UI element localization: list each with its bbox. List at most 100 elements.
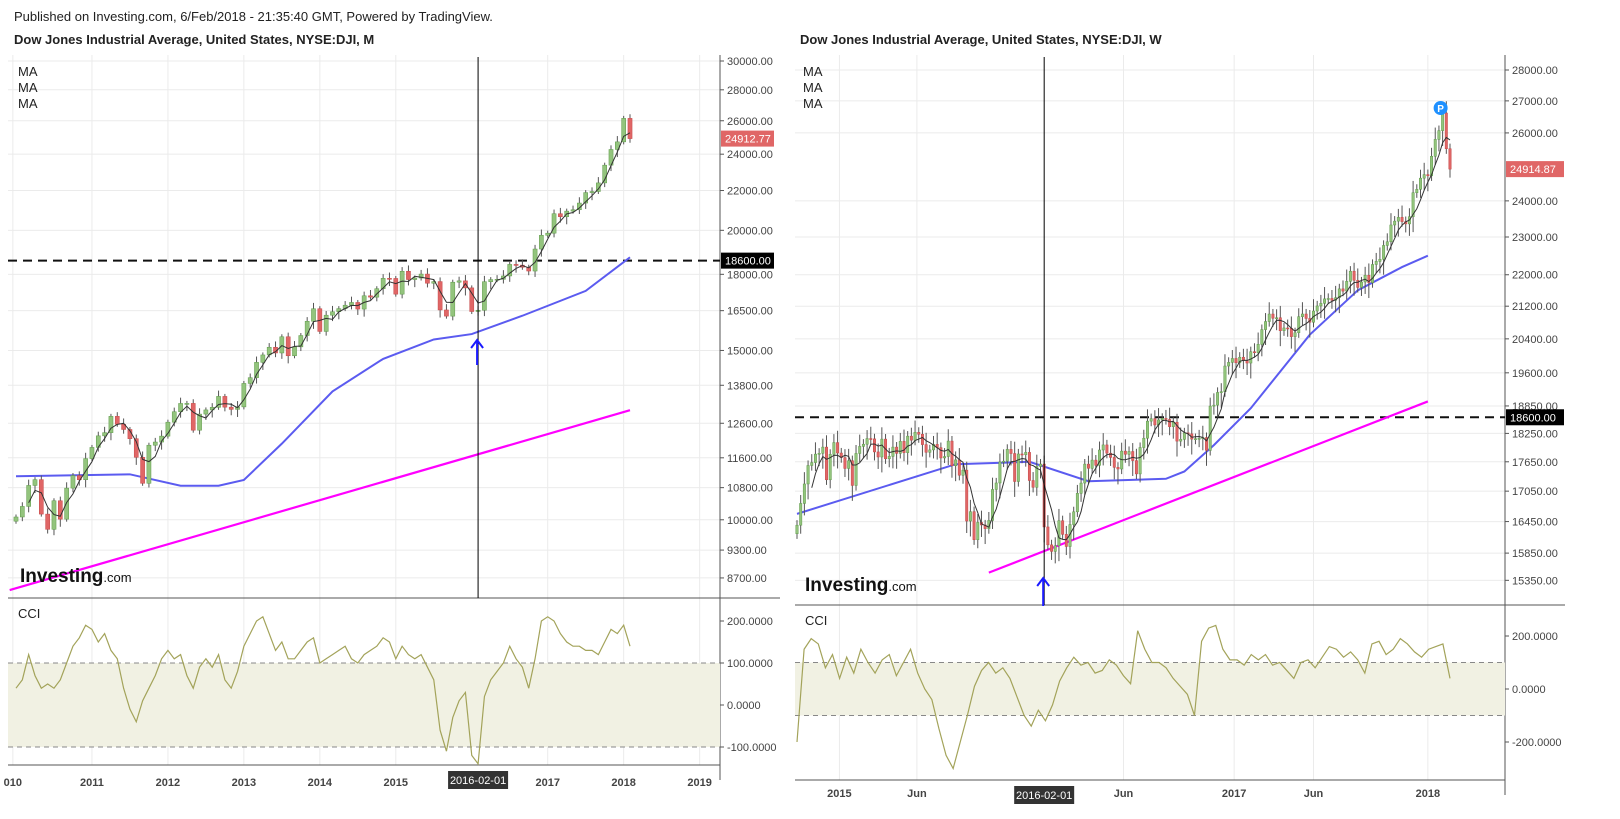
candle-up <box>806 465 810 485</box>
cci-line <box>796 624 1451 771</box>
candle-up <box>1326 298 1330 300</box>
candle-up <box>380 278 386 289</box>
candle-up <box>928 449 932 453</box>
cursor-date-badge <box>448 771 509 789</box>
candle-up <box>976 522 980 540</box>
candle-up <box>1437 130 1441 140</box>
price-tick-label: 22000.00 <box>727 186 773 198</box>
candle-down <box>114 416 120 425</box>
hline-price-label: 18600.00 <box>1510 412 1556 424</box>
candle-up <box>1024 452 1028 455</box>
candle-up <box>1005 449 1009 462</box>
candle-up <box>1415 189 1419 193</box>
candle-up <box>1002 460 1006 463</box>
price-tick-label: 21200.00 <box>1512 301 1558 313</box>
price-tick-label: 17050.00 <box>1512 486 1558 498</box>
candle-down <box>368 295 373 298</box>
cci-tick-label: 200.0000 <box>1512 631 1558 643</box>
candle-down <box>190 403 196 431</box>
candle-up <box>821 446 825 454</box>
candle-down <box>469 287 475 312</box>
candle-up <box>399 270 405 295</box>
candle-up <box>1212 404 1216 407</box>
candle-up <box>1179 439 1183 442</box>
candle-up <box>1260 329 1264 345</box>
candle-down <box>1020 453 1024 456</box>
candle-up <box>802 483 806 504</box>
candle-up <box>1053 545 1057 552</box>
price-tick-label: 17650.00 <box>1512 457 1558 469</box>
candle-up <box>83 458 88 481</box>
candle-up <box>1146 420 1149 439</box>
candle-down <box>393 278 399 295</box>
candle-up <box>1385 241 1389 246</box>
candle-up <box>1441 112 1445 131</box>
candle-down <box>873 438 876 453</box>
candle-up <box>146 444 152 484</box>
cci-tick-label: -200.0000 <box>1512 737 1562 749</box>
time-tick-label: Jun <box>1304 788 1324 800</box>
candle-down <box>1271 313 1275 319</box>
candle-up <box>865 438 869 445</box>
candle-down <box>909 435 913 441</box>
candle-up <box>1389 224 1393 243</box>
candle-up <box>1223 365 1227 392</box>
candle-up <box>813 453 817 463</box>
candle-up <box>1149 418 1153 422</box>
candle-down <box>876 451 880 458</box>
candle-down <box>939 447 943 459</box>
candle-up <box>247 377 253 384</box>
price-tick-label: 8700.00 <box>727 573 767 585</box>
candle-up <box>254 362 259 378</box>
candle-up <box>1323 298 1327 304</box>
candles <box>13 114 633 536</box>
candle-down <box>902 441 906 453</box>
candle-up <box>847 460 851 469</box>
hline-price-label: 18600.00 <box>725 256 771 268</box>
candle-down <box>1286 327 1290 330</box>
candle-up <box>171 411 177 423</box>
candle-down <box>957 459 961 476</box>
chart-panel-weekly: 28000.00 27000.00 26000.00 24000.00 23000.00… <box>795 55 1565 804</box>
candle-up <box>1216 392 1220 406</box>
time-tick-label: 2019 <box>687 777 711 789</box>
candle-down <box>1013 453 1017 482</box>
candle-up <box>795 524 799 534</box>
candle-up <box>279 336 285 354</box>
price-tick-label: 26000.00 <box>1512 128 1558 140</box>
candle-down <box>965 469 969 522</box>
candle-down <box>437 281 443 311</box>
cci-tick-label: 100.0000 <box>727 658 773 670</box>
candle-up <box>1378 259 1382 262</box>
candle-down <box>1448 148 1452 170</box>
candle-down <box>972 511 976 540</box>
candle-up <box>887 456 891 460</box>
candle-up <box>1393 220 1397 226</box>
ma-legend-label: MA <box>803 64 823 79</box>
candle-up <box>32 479 38 486</box>
candle-up <box>1227 362 1231 367</box>
ma-fast-line <box>811 136 1451 541</box>
candle-down <box>228 406 234 410</box>
candle-down <box>1164 418 1168 420</box>
candle-up <box>1348 270 1352 282</box>
price-tick-label: 16500.00 <box>727 306 773 318</box>
candle-down <box>1400 217 1404 222</box>
candle-down <box>1009 449 1013 454</box>
ma-legend-label: MA <box>18 96 38 111</box>
candle-up <box>943 456 947 459</box>
candle-down <box>1367 274 1371 283</box>
candle-up <box>203 409 209 415</box>
candle-up <box>1098 449 1101 466</box>
candle-up <box>20 506 25 518</box>
time-tick-label: 2013 <box>232 777 256 789</box>
candle-up <box>1127 451 1131 455</box>
candle-down <box>1278 317 1282 331</box>
last-price-badge <box>721 130 774 147</box>
candle-up <box>1267 313 1271 322</box>
candle-down <box>1444 112 1448 149</box>
time-tick-label: Jun <box>1114 788 1134 800</box>
time-tick-label: 2017 <box>1222 788 1246 800</box>
candle-up <box>450 281 456 317</box>
